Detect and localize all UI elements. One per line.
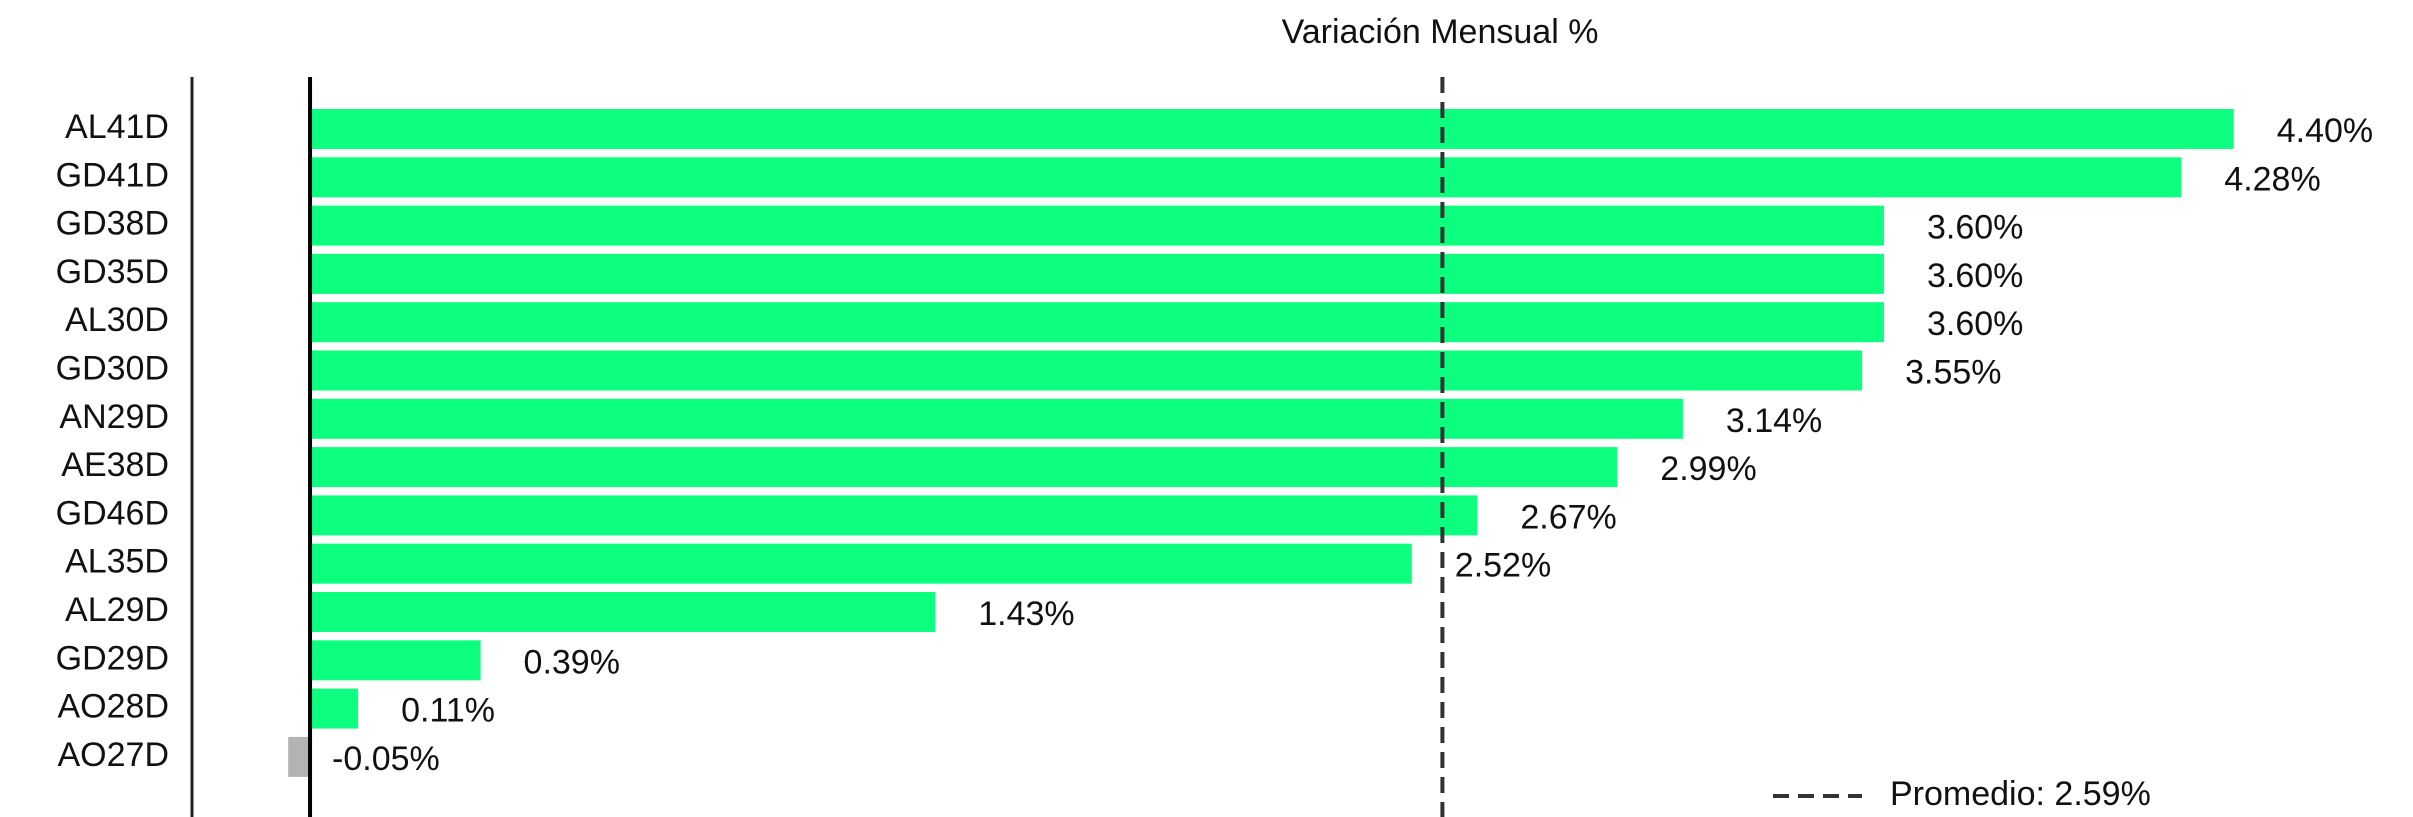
- bar: [310, 495, 1478, 536]
- bar: [310, 205, 1884, 246]
- chart-title: Variación Mensual %: [1282, 13, 1599, 51]
- value-label: -0.05%: [332, 740, 440, 778]
- y-tick-label: GD46D: [56, 494, 169, 532]
- value-label: 3.14%: [1726, 402, 1822, 440]
- value-label: 3.60%: [1927, 209, 2023, 247]
- value-label: 3.60%: [1927, 305, 2023, 343]
- bar: [310, 253, 1884, 294]
- y-tick-label: AN29D: [59, 398, 169, 436]
- y-tick-label: GD41D: [56, 156, 169, 194]
- bar: [310, 302, 1884, 343]
- bar: [310, 157, 2182, 198]
- y-tick-label: GD38D: [56, 205, 169, 243]
- y-tick-label: AE38D: [61, 446, 169, 484]
- bar: [310, 447, 1618, 488]
- value-label: 0.39%: [524, 643, 620, 681]
- bar: [310, 109, 2234, 149]
- value-label: 0.11%: [401, 692, 495, 730]
- bar: [310, 543, 1412, 584]
- y-tick-label: AL29D: [65, 591, 169, 629]
- y-tick-label: AL35D: [65, 543, 169, 581]
- legend-label: Promedio: 2.59%: [1890, 775, 2151, 813]
- value-label: 3.55%: [1905, 353, 2001, 391]
- value-label: 2.67%: [1520, 498, 1616, 536]
- bar: [310, 640, 481, 681]
- y-tick-label: AO28D: [58, 688, 170, 726]
- y-tick-label: AO27D: [58, 736, 170, 774]
- bar: [288, 736, 311, 777]
- y-tick-label: AL41D: [65, 108, 169, 146]
- bar: [310, 688, 359, 729]
- value-label: 4.40%: [2277, 112, 2373, 150]
- bar: [310, 592, 936, 632]
- y-tick-label: GD35D: [56, 253, 169, 291]
- y-tick-label: AL30D: [65, 301, 169, 339]
- value-label: 4.28%: [2224, 160, 2320, 198]
- y-tick-label: GD30D: [56, 349, 169, 387]
- bar: [310, 350, 1863, 391]
- y-tick-label: GD29D: [56, 639, 169, 677]
- value-label: 2.52%: [1455, 547, 1551, 585]
- bar: [310, 398, 1683, 439]
- value-label: 1.43%: [978, 595, 1074, 633]
- value-label: 3.60%: [1927, 257, 2023, 295]
- value-label: 2.99%: [1660, 450, 1756, 488]
